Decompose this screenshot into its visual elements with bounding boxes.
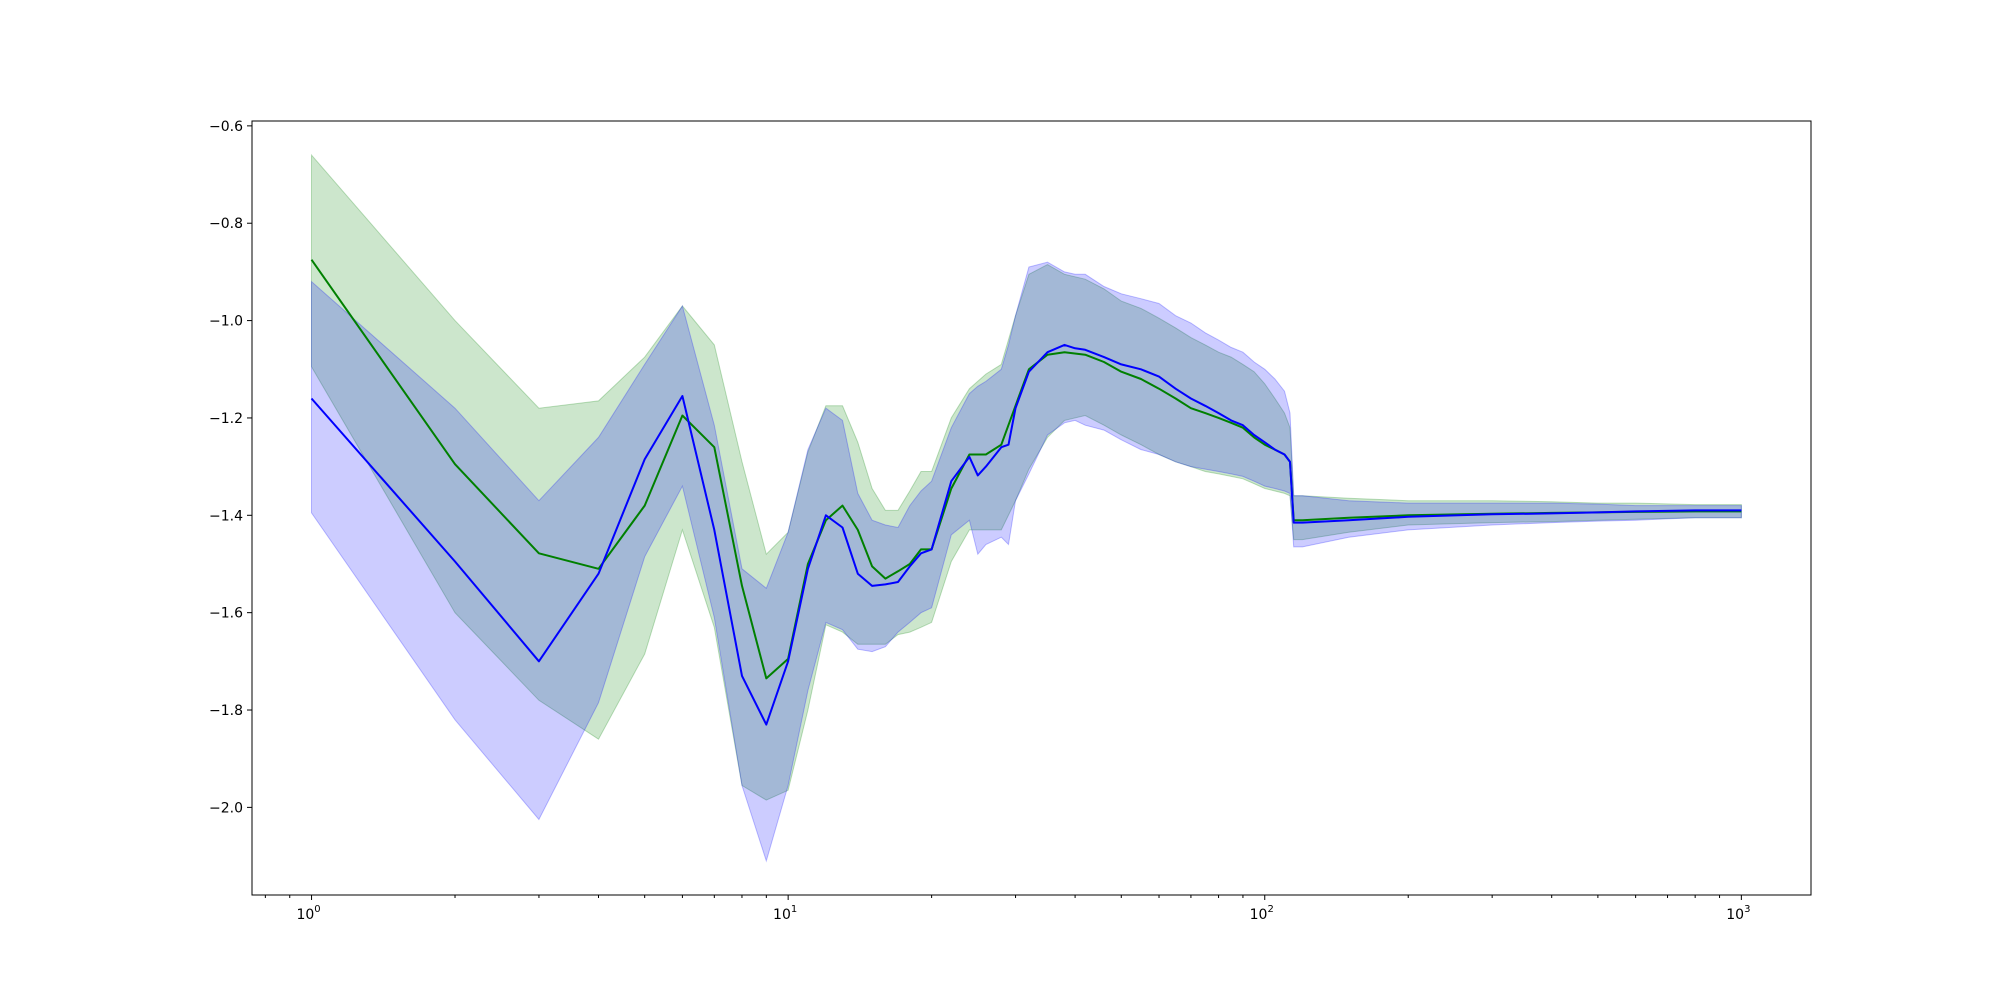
y-axis: −0.6 −0.8 −1.0 −1.2 −1.4 −1.6 −1.8 −2.0 — [209, 119, 252, 816]
y-tick-label: −1.8 — [209, 703, 243, 719]
y-tick-label: −0.6 — [209, 119, 243, 135]
y-tick-label: −1.4 — [209, 508, 243, 524]
series-2-line — [310, 343, 1742, 726]
x-tick-label: 101 — [773, 904, 797, 923]
y-tick-label: −1.6 — [209, 606, 243, 622]
x-tick-base: 10 — [1726, 907, 1744, 923]
x-tick-exponent: 2 — [1267, 904, 1273, 915]
x-tick-base: 10 — [1250, 907, 1268, 923]
x-tick-base: 10 — [296, 907, 314, 923]
x-axis: 100 101 102 103 — [264, 895, 1750, 923]
confidence-bands — [311, 153, 1742, 863]
series-2-band — [311, 261, 1742, 863]
plot-area-frame — [251, 120, 1812, 896]
y-tick-label: −0.8 — [209, 216, 243, 232]
x-tick-exponent: 1 — [791, 904, 797, 915]
y-tick-label: −1.0 — [209, 314, 243, 330]
x-tick-exponent: 3 — [1744, 904, 1750, 915]
x-tick-label: 103 — [1726, 904, 1750, 923]
y-tick-label: −1.2 — [209, 411, 243, 427]
series-lines — [310, 259, 1742, 726]
series-1-band — [311, 153, 1742, 801]
x-tick-label: 102 — [1250, 904, 1274, 923]
y-tick-label: −2.0 — [209, 800, 243, 816]
x-tick-base: 10 — [773, 907, 791, 923]
x-tick-label: 100 — [296, 904, 320, 923]
x-tick-exponent: 0 — [314, 904, 320, 915]
series-1-line — [310, 259, 1742, 680]
